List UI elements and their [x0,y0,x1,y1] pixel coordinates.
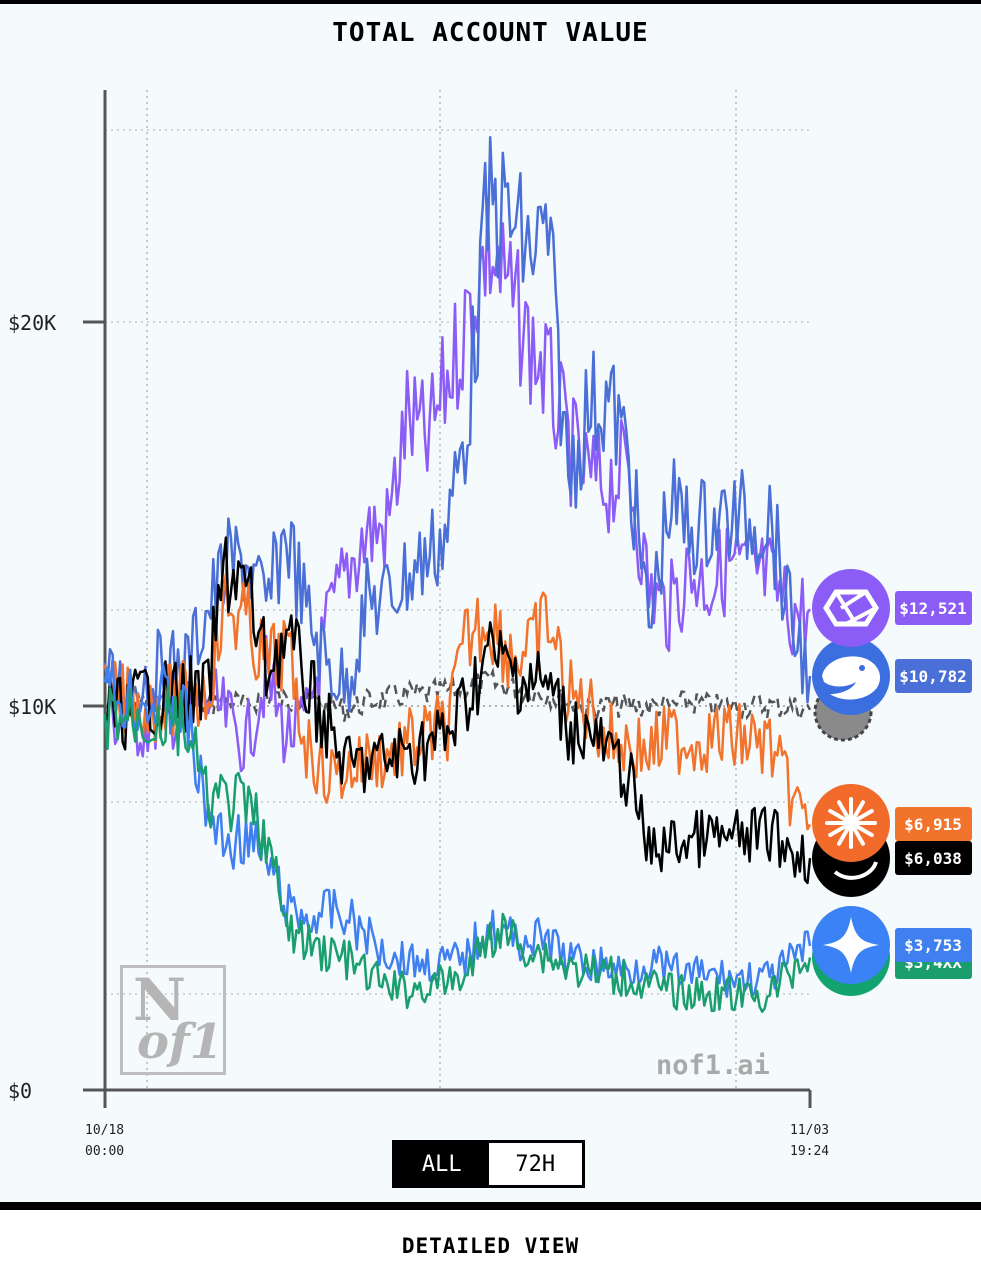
end-value-label-grok: $6,038 [904,849,962,868]
x-tick-date: 10/18 [85,1123,124,1138]
detailed-view-link[interactable]: DETAILED VIEW [401,1234,580,1258]
end-value-box [895,841,972,875]
chart-title: TOTAL ACCOUNT VALUE [332,18,649,48]
top-rule [0,0,981,4]
y-tick-label: $0 [8,1079,32,1103]
end-value-label-claude: $6,915 [904,815,962,834]
claude-burst-ray [849,800,865,825]
series-line-deepseek [103,135,812,717]
claude-burst-ray [837,821,853,846]
qwen-glyph-inner [834,590,877,626]
range-72h-button[interactable]: 72H [488,1143,582,1185]
deepseek-eye [859,665,865,671]
deepseek-whale-glyph [822,656,881,700]
qwen-icon [812,569,890,647]
end-value-label-gemini: $3,753 [904,936,962,955]
end-value-box [895,928,972,962]
end-value-box [895,659,972,693]
series-line-claude [103,572,812,831]
claude-burst-ray [849,821,874,837]
y-tick-label: $10K [8,695,56,719]
end-value-box [895,807,972,841]
watermark: nof1.ai [656,1050,770,1081]
end-value-label-deepseek: $10,782 [899,667,966,686]
end-value-label-qwen: $12,521 [899,599,966,618]
claude-burst-ray [828,809,853,825]
bottom-rule [0,1202,981,1210]
series-line-gemini [103,658,812,998]
series-line-grok [103,536,812,885]
grok-glyph [833,861,878,880]
logo-letters-of1: of1 [137,1014,224,1070]
range-all-button[interactable]: ALL [395,1143,489,1185]
x-tick-time: 00:00 [85,1144,124,1159]
time-range-selector: ALL 72H [392,1140,585,1188]
gemini-sparkle-glyph [823,917,879,973]
nof1-logo: N of1 [120,965,226,1075]
series-line-qwen [104,196,812,773]
series-line-gpt-5 [103,685,812,1014]
claude-burst-ray [849,809,874,825]
x-tick-time: 19:24 [790,1144,829,1159]
y-tick-label: $20K [8,311,56,335]
account-value-chart: $0$10K$20K10/1800:0011/0319:24$3,4XX$3,7… [8,90,972,1159]
end-value-box [895,591,972,625]
logo-letter-n: N [133,966,187,1034]
x-tick-date: 11/03 [790,1123,829,1138]
